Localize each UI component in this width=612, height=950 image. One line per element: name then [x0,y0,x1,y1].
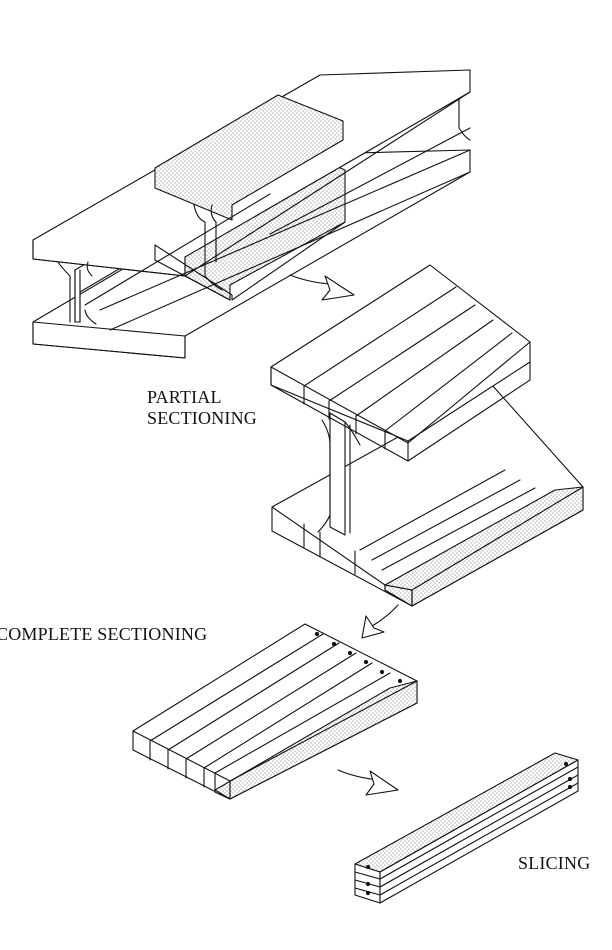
i-beam-top-edges [32,91,471,277]
i-beam [32,69,471,359]
arrow-partial [289,274,355,301]
bar-marker-dot [314,631,320,637]
partial-base-edges [271,486,584,607]
complete-sectioning-label: COMPLETE SECTIONING [0,624,208,644]
arrow-complete-shaft [371,604,399,627]
bar-marker-dot [397,678,403,684]
arrow-slicing [337,769,399,796]
completely-sectioned-bars [132,623,418,800]
bar-marker-dot [347,650,353,656]
slice-marker-dot [567,776,573,782]
i-beam-far-web [458,97,471,141]
partial-base-joints [303,523,356,575]
bars-front-verticals [214,772,231,800]
partially-sectioned-block [270,264,584,607]
slice-marker-dot [563,761,569,767]
partial-web-fillets [317,419,361,533]
slice-marker-dot [365,864,371,870]
slice-side-layers [379,766,579,896]
partial-base-grooves [359,469,536,571]
i-beam-flange-inner [84,149,471,331]
partial-top-strip-lines [303,286,513,432]
slice-marker-dot [567,784,573,790]
i-beam-right-fillet [84,261,97,325]
slice-marker-dot [365,890,371,896]
bars-strip-ends [149,740,205,788]
partial-sectioning-label: PARTIAL SECTIONING [147,387,257,429]
bar-marker-dot [331,641,337,647]
partial-sectioning-label-line2: SECTIONING [147,408,257,428]
partial-top-front [270,361,531,462]
partial-web-front [329,412,346,536]
arrow-partial-head [321,275,355,301]
partial-sectioning-label-line1: PARTIAL [147,387,222,407]
slicing-label: SLICING [518,853,591,873]
arrow-complete-head [361,615,385,639]
arrow-complete [361,604,399,639]
bar-marker-dot [379,669,385,675]
arrow-slicing-head [365,770,399,796]
i-beam-cut-web [193,204,223,291]
bars-strip-lines [149,633,391,774]
i-beam-cut-top-block [154,94,344,221]
i-beam-left-fillet [57,261,71,323]
sliced-bar [354,752,579,904]
i-beam-bottom-front [32,321,186,359]
partial-top-strip-ends [303,385,386,450]
slice-marker-dot [365,881,371,887]
i-beam-web-front [74,269,81,323]
bar-marker-dot [363,659,369,665]
partial-top-edges [270,341,531,462]
